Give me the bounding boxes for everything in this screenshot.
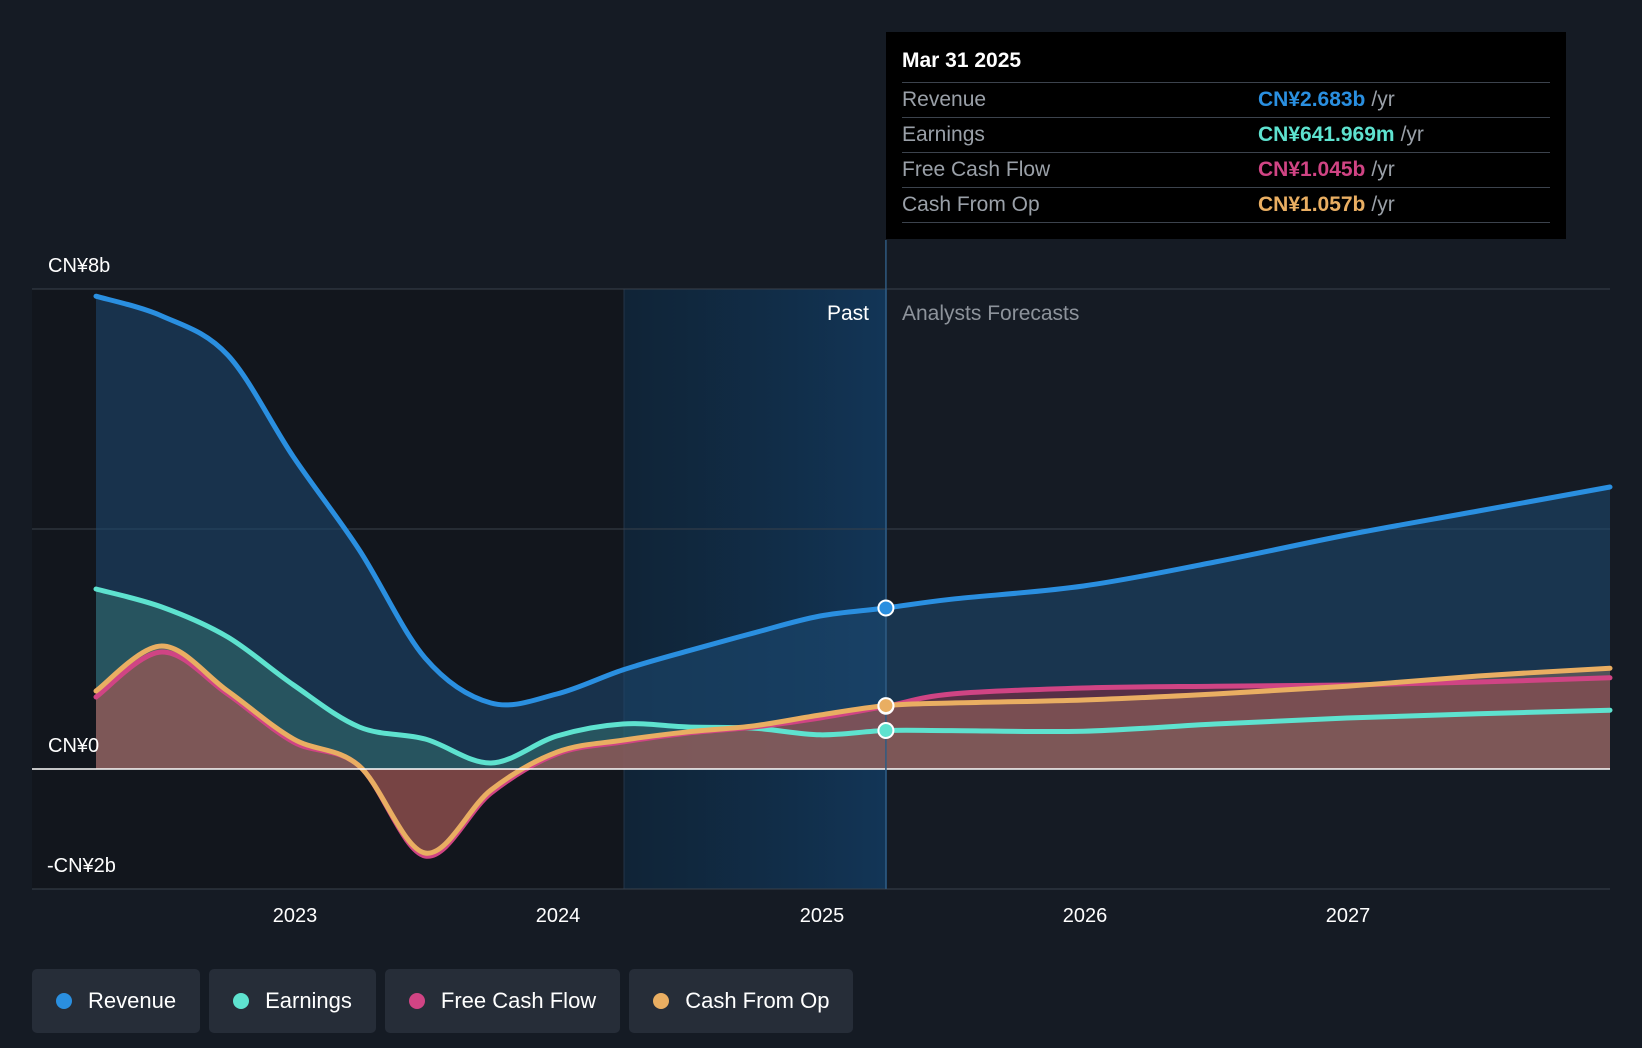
tooltip-row-cash-from-op: Cash From Op CN¥1.057b /yr [902,187,1550,223]
earnings-dot-icon [233,993,250,1009]
tooltip-unit: /yr [1371,193,1395,216]
earnings-marker [877,721,895,739]
tooltip-unit: /yr [1400,123,1424,146]
tooltip-label: Cash From Op [902,193,1040,216]
tooltip-value: CN¥1.057b [1258,193,1366,216]
tooltip-label: Free Cash Flow [902,158,1051,181]
x-tick-2026: 2026 [1063,905,1108,927]
past-highlight-band [624,289,887,889]
legend-label: Free Cash Flow [440,988,597,1013]
revenue-area [96,296,1610,769]
tooltip-label: Earnings [902,123,985,146]
legend-label: Cash From Op [685,988,830,1013]
past-label: Past [827,302,869,325]
legend-item-revenue[interactable]: Revenue [32,969,201,1033]
legend-label: Earnings [265,988,352,1013]
x-tick-2023: 2023 [273,905,318,927]
revenue-marker [877,599,895,617]
tooltip-unit: /yr [1371,158,1395,181]
y-label-bottom: -CN¥2b [47,855,116,877]
hover-tooltip: Mar 31 2025 Revenue CN¥2.683b /yr Earnin… [886,32,1566,239]
hover-markers [877,599,895,739]
legend-label: Revenue [88,988,177,1013]
legend-item-earnings[interactable]: Earnings [209,969,376,1033]
tooltip-row-free-cash-flow: Free Cash Flow CN¥1.045b /yr [902,152,1550,187]
y-label-zero: CN¥0 [48,735,99,757]
tooltip-date: Mar 31 2025 [902,49,1022,72]
forecast-label: Analysts Forecasts [902,302,1079,325]
cash-from-op-dot-icon [653,993,670,1009]
tooltip-row-earnings: Earnings CN¥641.969m /yr [902,117,1550,152]
legend-item-cash-from-op[interactable]: Cash From Op [629,969,854,1033]
free-cash-flow-dot-icon [408,993,425,1009]
series-lines [93,293,1613,859]
revenue-line [93,293,1613,708]
cash-from-op-area [96,646,1610,854]
legend-item-free-cash-flow[interactable]: Free Cash Flow [384,969,621,1033]
y-label-top: CN¥8b [48,255,110,277]
revenue-dot-icon [56,993,72,1009]
tooltip-value: CN¥1.045b [1258,158,1366,181]
tooltip-value: CN¥2.683b [1258,88,1366,111]
tooltip-unit: /yr [1371,88,1395,111]
x-tick-2027: 2027 [1326,905,1371,927]
x-tick-2024: 2024 [536,905,581,927]
tooltip-row-revenue: Revenue CN¥2.683b /yr [902,82,1550,117]
legend: Revenue Earnings Free Cash Flow Cash Fro… [32,969,854,1033]
x-tick-2025: 2025 [800,905,845,927]
cash-from-op-marker [877,697,895,715]
tooltip-label: Revenue [902,88,987,111]
cash-from-op-line [93,643,1613,856]
tooltip-value: CN¥641.969m [1258,123,1395,146]
